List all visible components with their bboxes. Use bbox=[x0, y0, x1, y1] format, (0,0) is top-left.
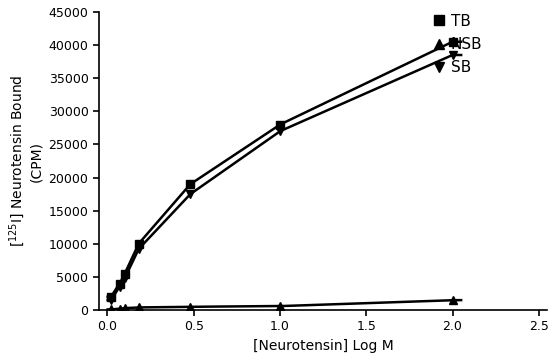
TB bbox=[277, 122, 284, 127]
X-axis label: [Neurotensin] Log M: [Neurotensin] Log M bbox=[253, 339, 394, 353]
Y-axis label: [$^{125}$I] Neurotensin Bound
(CPM): [$^{125}$I] Neurotensin Bound (CPM) bbox=[7, 75, 43, 247]
TB bbox=[449, 40, 456, 44]
Line: NSB: NSB bbox=[107, 296, 456, 314]
SB bbox=[121, 276, 128, 280]
SB bbox=[187, 192, 193, 196]
Legend: TB, NSB, SB: TB, NSB, SB bbox=[434, 14, 483, 76]
SB bbox=[135, 247, 142, 251]
NSB bbox=[108, 307, 115, 312]
TB bbox=[187, 182, 193, 186]
NSB bbox=[135, 305, 142, 310]
NSB bbox=[116, 307, 123, 311]
TB bbox=[108, 295, 115, 299]
SB bbox=[277, 129, 284, 133]
TB bbox=[121, 271, 128, 276]
NSB bbox=[121, 306, 128, 310]
SB bbox=[108, 298, 115, 302]
SB bbox=[449, 53, 456, 57]
NSB bbox=[449, 298, 456, 302]
TB bbox=[116, 282, 123, 286]
NSB bbox=[277, 304, 284, 308]
Line: SB: SB bbox=[107, 51, 456, 304]
NSB bbox=[187, 305, 193, 309]
TB bbox=[135, 242, 142, 246]
SB bbox=[116, 285, 123, 289]
Line: TB: TB bbox=[107, 37, 456, 301]
